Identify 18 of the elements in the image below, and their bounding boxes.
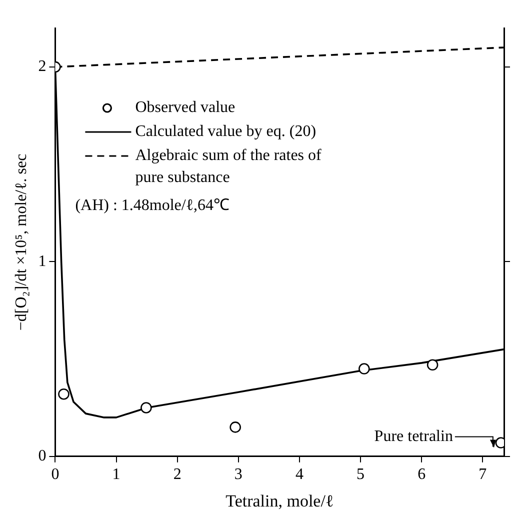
x-tick-label: 7 (478, 466, 487, 484)
legend-label: Observed value (135, 99, 236, 116)
annotation: Pure tetralin (374, 428, 453, 445)
y-axis-title: −d[O₂]/dt ×10⁵, mole/ℓ. sec (12, 154, 30, 331)
y-tick-label: 0 (38, 448, 46, 465)
y-tick-label: 2 (38, 58, 46, 76)
x-tick-label: 4 (295, 466, 304, 484)
x-tick-label: 5 (356, 466, 365, 484)
x-tick-label: 0 (51, 466, 60, 484)
legend-label: Algebraic sum of the rates of pure substance (135, 147, 322, 186)
legend-label: Calculated value by eq. (20) (135, 123, 316, 140)
x-tick-label: 6 (418, 466, 426, 484)
x-axis-title: Tetralin, mole/ℓ (226, 491, 334, 510)
x-tick-label: 2 (173, 466, 182, 484)
x-tick-label: 1 (112, 466, 120, 484)
annotation: (AH) : 1.48mole/ℓ,64℃ (75, 197, 230, 214)
y-tick-label: 1 (38, 252, 46, 270)
x-tick-label: 3 (234, 466, 242, 484)
